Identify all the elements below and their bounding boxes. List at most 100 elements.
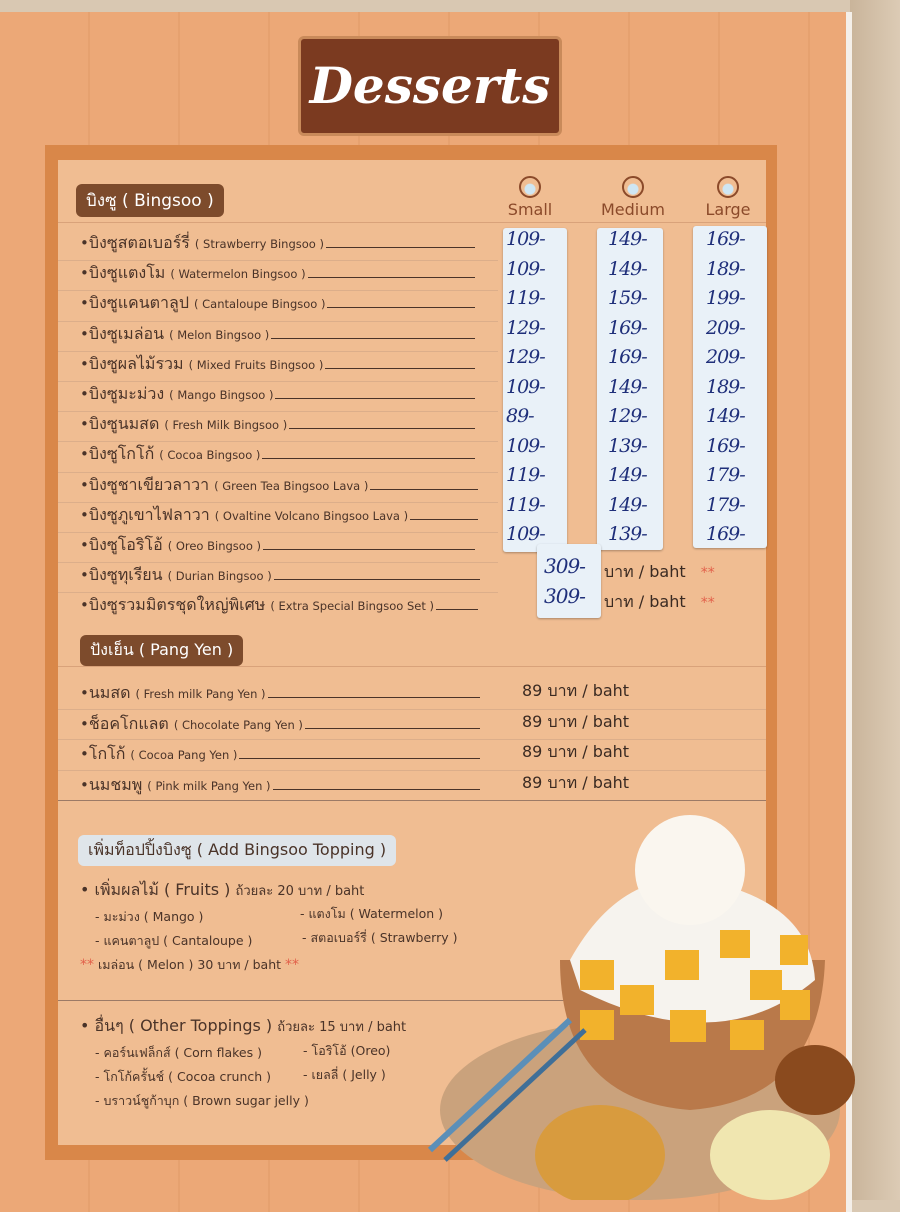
item-thai-name: บิงซูแคนตาลูป [88, 293, 189, 313]
fruit-topping-price: ถ้วยละ 20 บาท / baht [235, 884, 365, 899]
price-large: 169- [706, 434, 746, 457]
fruit-topping-label: เพิ่มผลไม้ ( Fruits ) [94, 880, 231, 899]
pang-yen-menu-item: • นมชมพู( Pink milk Pang Yen ) [80, 773, 480, 798]
item-english-name: ( Green Tea Bingsoo Lava ) [214, 478, 369, 493]
price-medium: 149- [608, 464, 648, 486]
item-price: 89 บาท / baht [522, 711, 630, 731]
size-medium-header: Medium [597, 176, 669, 219]
price-medium: 139- [608, 434, 648, 457]
leader-line [289, 428, 475, 430]
medium-cup-icon [622, 176, 644, 198]
price-slip-medium [597, 228, 663, 550]
size-label: Large [705, 200, 751, 219]
price-medium: 149- [608, 493, 648, 516]
leader-line [435, 609, 478, 611]
price-large: 199- [706, 287, 746, 309]
syrup-bowl [775, 1045, 855, 1115]
bingsoo-menu-item: • บิงซูเมล่อน( Melon Bingsoo ) [80, 322, 475, 347]
mango-cubes [580, 930, 810, 1050]
asterisk-mark: ** [700, 595, 715, 611]
pang-yen-menu-item: • โกโก้( Cocoa Pang Yen ) [80, 742, 480, 767]
price-small: 89- [506, 405, 535, 427]
price-large: 179- [706, 493, 746, 516]
other-topping-label: อื่นๆ ( Other Toppings ) [94, 1016, 273, 1035]
divider [58, 471, 498, 473]
item-thai-name: บิงซูชาเขียวลาวา [88, 474, 210, 494]
leader-line [275, 398, 475, 399]
item-english-name: ( Watermelon Bingsoo ) [170, 267, 306, 282]
bingsoo-menu-item: • บิงซูนมสด( Fresh Milk Bingsoo ) [80, 412, 475, 437]
price-large: 149- [706, 405, 746, 427]
special-price: 309- [544, 554, 586, 578]
divider [58, 739, 766, 740]
item-thai-name: นมสด [88, 683, 131, 702]
item-thai-name: ช็อคโกแลต [88, 713, 169, 733]
background-wall [850, 0, 900, 1200]
price-medium: 149- [608, 257, 648, 280]
size-label: Small [507, 200, 553, 219]
leader-line [307, 277, 475, 279]
divider [58, 800, 766, 801]
item-thai-name: บิงซูทุเรียน [88, 565, 163, 585]
item-price: 89 บาท / baht [522, 742, 630, 761]
divider [58, 350, 498, 352]
leader-line [267, 697, 480, 698]
unit-text: บาท / baht [604, 562, 686, 581]
item-english-name: ( Extra Special Bingsoo Set ) [270, 599, 434, 614]
topping-item: - เยลลี่ ( Jelly ) [303, 1067, 386, 1082]
item-thai-name: โกโก้ [88, 744, 126, 763]
asterisk-mark: ** [700, 565, 715, 581]
price-slip-special [537, 544, 601, 618]
asterisk-mark: ** [80, 957, 94, 973]
topping-item: - คอร์นเฟล็กส์ ( Corn flakes ) [95, 1045, 262, 1060]
item-thai-name: บิงซูเมล่อน [88, 323, 165, 343]
leader-line [272, 788, 480, 790]
item-price: 89 บาท / baht [522, 681, 630, 700]
price-large: 209- [706, 346, 746, 368]
page-title: Desserts [298, 36, 562, 136]
leader-line [325, 367, 475, 369]
bingsoo-menu-item: • บิงซูแคนตาลูป( Cantaloupe Bingsoo ) [80, 291, 475, 316]
melon-note-text: เมล่อน ( Melon ) 30 บาท / baht [97, 957, 282, 972]
other-topping-price: ถ้วยละ 15 บาท / baht [277, 1020, 407, 1035]
divider [58, 290, 498, 292]
leader-line [263, 549, 475, 550]
special-price-unit: บาท / baht ** [604, 590, 715, 615]
unit-text: บาท / baht [604, 592, 686, 611]
price-medium: 139- [608, 523, 648, 545]
bingsoo-menu-item: • บิงซูโกโก้( Cocoa Bingsoo ) [80, 442, 475, 467]
price-medium: 169- [608, 316, 648, 339]
other-topping-title: • อื่นๆ ( Other Toppings ) ถ้วยละ 15 บาท… [80, 1016, 407, 1035]
price-large: 209- [706, 316, 746, 339]
divider [58, 381, 498, 382]
bingsoo-menu-item: • บิงซูรวมมิตรชุดใหญ่พิเศษ( Extra Specia… [80, 593, 478, 618]
item-english-name: ( Mango Bingsoo ) [169, 388, 274, 402]
price-small: 109- [506, 434, 546, 457]
pang-yen-menu-item: • ช็อคโกแลต( Chocolate Pang Yen ) [80, 712, 480, 737]
price-small: 119- [506, 493, 546, 516]
size-large-header: Large [693, 176, 763, 219]
small-cup-icon [519, 176, 541, 198]
item-thai-name: บิงซูแตงโม [88, 263, 166, 283]
divider [58, 441, 498, 443]
topping-item: - แคนตาลูป ( Cantaloupe ) [95, 933, 253, 948]
price-small: 129- [506, 316, 546, 339]
leader-line [239, 758, 480, 759]
item-thai-name: บิงซูสตอเบอร์รี่ [88, 233, 190, 252]
topping-item: - มะม่วง ( Mango ) [95, 909, 204, 924]
topping-item: - สตอเบอร์รี่ ( Strawberry ) [302, 930, 458, 945]
topping-item: - แตงโม ( Watermelon ) [300, 906, 444, 921]
section-topping-heading: เพิ่มท็อปปิ้งบิงซู ( Add Bingsoo Topping… [78, 835, 397, 866]
divider [58, 769, 766, 771]
divider [58, 501, 498, 503]
size-small-header: Small [495, 176, 565, 219]
bingsoo-photo [427, 815, 855, 1200]
section-bingsoo-heading: บิงซู ( Bingsoo ) [76, 184, 224, 217]
divider [58, 222, 766, 223]
bingsoo-menu-item: • บิงซูภูเขาไฟลาวา( Ovaltine Volcano Bin… [80, 503, 478, 528]
price-slip-large [693, 226, 767, 548]
item-english-name: ( Strawberry Bingsoo ) [194, 237, 324, 251]
price-small: 119- [506, 464, 546, 486]
price-medium: 149- [608, 375, 648, 398]
item-english-name: ( Durian Bingsoo ) [167, 569, 272, 584]
